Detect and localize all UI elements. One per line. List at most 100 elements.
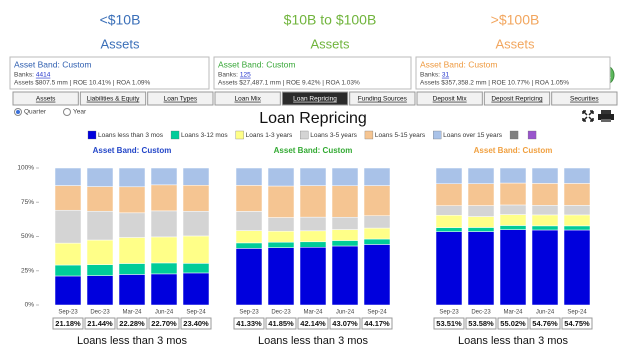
value-label: 23.40%: [183, 319, 209, 328]
bar-segment: [563, 225, 591, 231]
bar-segment: [235, 211, 263, 231]
bar-segment: [467, 231, 495, 306]
bar-segment: [299, 185, 327, 218]
bar-segment: [267, 230, 295, 243]
legend-swatch: [509, 130, 519, 140]
x-tick-label: Jun-24: [336, 310, 355, 316]
value-label: 54.76%: [532, 319, 558, 328]
tab-label[interactable]: Liabilities & Equity: [87, 96, 140, 103]
tab-label[interactable]: Loan Mix: [234, 96, 261, 103]
tab[interactable]: [349, 91, 416, 106]
bar-segment: [499, 225, 527, 230]
tab[interactable]: [416, 91, 483, 106]
tab-label[interactable]: Securities: [570, 96, 599, 103]
tab[interactable]: [12, 91, 79, 106]
bar-segment: [182, 167, 210, 186]
tab[interactable]: [214, 91, 281, 106]
bar-segment: [182, 235, 210, 264]
value-box: [180, 317, 212, 330]
expand-button[interactable]: [582, 110, 594, 122]
banks-label: Banks:: [218, 72, 238, 79]
value-box: [433, 317, 465, 330]
bar-segment: [86, 264, 114, 276]
bar-segment: [299, 216, 327, 232]
value-label: 41.85%: [268, 319, 294, 328]
bar-segment: [331, 229, 359, 241]
bar-segment: [363, 244, 391, 306]
bar-segment: [563, 183, 591, 206]
info-box-stats: Assets $27,487.1 mm | ROE 9.42% | ROA 1.…: [218, 80, 360, 87]
value-label: 22.70%: [151, 319, 177, 328]
tab-label[interactable]: Deposit Mix: [433, 96, 468, 103]
bar-segment: [435, 227, 463, 232]
bar-segment: [531, 205, 559, 216]
tab[interactable]: [551, 91, 618, 106]
bar-segment: [235, 248, 263, 306]
legend-swatch: [170, 130, 180, 140]
tab-label[interactable]: Assets: [36, 96, 56, 103]
legend-label: Loans less than 3 mos: [98, 132, 164, 139]
print-icon[interactable]: [601, 119, 611, 122]
legend-swatch: [527, 130, 537, 140]
radio-label[interactable]: Year: [73, 109, 87, 116]
bar-segment: [54, 209, 82, 244]
x-tick-label: Mar-24: [503, 310, 523, 316]
expand-icon[interactable]: [582, 110, 594, 122]
bar-segment: [86, 275, 114, 306]
tab-label[interactable]: Funding Sources: [358, 96, 408, 103]
bar-segment: [331, 245, 359, 306]
legend-label: Loans 3-5 years: [310, 132, 357, 139]
bar-segment: [435, 183, 463, 206]
tab-label[interactable]: Loan Types: [164, 96, 198, 103]
tab[interactable]: [147, 91, 214, 106]
bar-segment: [499, 167, 527, 184]
x-tick-label: Dec-23: [90, 310, 110, 316]
y-tick-label: 0%: [25, 302, 35, 309]
legend-swatch: [433, 130, 442, 140]
y-tick-label: 100%: [17, 165, 34, 172]
legend-swatch: [235, 130, 244, 140]
bar-segment: [86, 167, 114, 187]
bar-segment: [118, 263, 146, 275]
tab[interactable]: [281, 91, 349, 106]
banks-link[interactable]: 125: [240, 72, 251, 79]
x-tick-label: Jun-24: [155, 310, 174, 316]
x-tick-label: Jun-24: [536, 310, 555, 316]
banks-label: Banks:: [420, 72, 440, 79]
band-heading: $10B to $100B: [284, 12, 377, 28]
print-button[interactable]: [598, 110, 614, 122]
bar-segment: [299, 167, 327, 186]
bar-segment: [54, 242, 82, 266]
bar-segment: [331, 167, 359, 186]
bar-segment: [531, 167, 559, 184]
bar-segment: [467, 205, 495, 217]
tab-label[interactable]: Deposit Repricing: [491, 96, 543, 103]
bar-segment: [267, 217, 295, 232]
tab[interactable]: [79, 91, 147, 106]
radio-label[interactable]: Quarter: [24, 109, 47, 116]
print-icon[interactable]: [598, 114, 614, 120]
info-box: [9, 56, 210, 90]
x-tick-label: Dec-23: [471, 310, 491, 316]
bar-segment: [499, 182, 527, 206]
bar-segment: [86, 239, 114, 265]
value-label: 43.07%: [332, 319, 358, 328]
band-heading: Assets: [100, 36, 140, 51]
y-tick-label: 75%: [21, 199, 34, 206]
bar-segment: [435, 231, 463, 306]
tab[interactable]: [483, 91, 551, 106]
x-tick-label: Sep-23: [58, 310, 78, 316]
banks-link[interactable]: 4414: [36, 72, 51, 79]
bar-segment: [235, 167, 263, 186]
print-icon[interactable]: [601, 110, 611, 114]
tab-label[interactable]: Loan Repricing: [293, 96, 337, 103]
bar-segment: [86, 186, 114, 212]
radio-button[interactable]: [63, 108, 71, 116]
bar-segment: [563, 205, 591, 216]
value-box: [52, 317, 84, 330]
banks-link[interactable]: 31: [442, 72, 450, 79]
value-box: [148, 317, 180, 330]
value-label: 54.75%: [564, 319, 590, 328]
legend-label: Loans 1-3 years: [246, 132, 293, 139]
info-box-stats: Assets $807.5 mm | ROE 10.41% | ROA 1.09…: [14, 80, 151, 87]
